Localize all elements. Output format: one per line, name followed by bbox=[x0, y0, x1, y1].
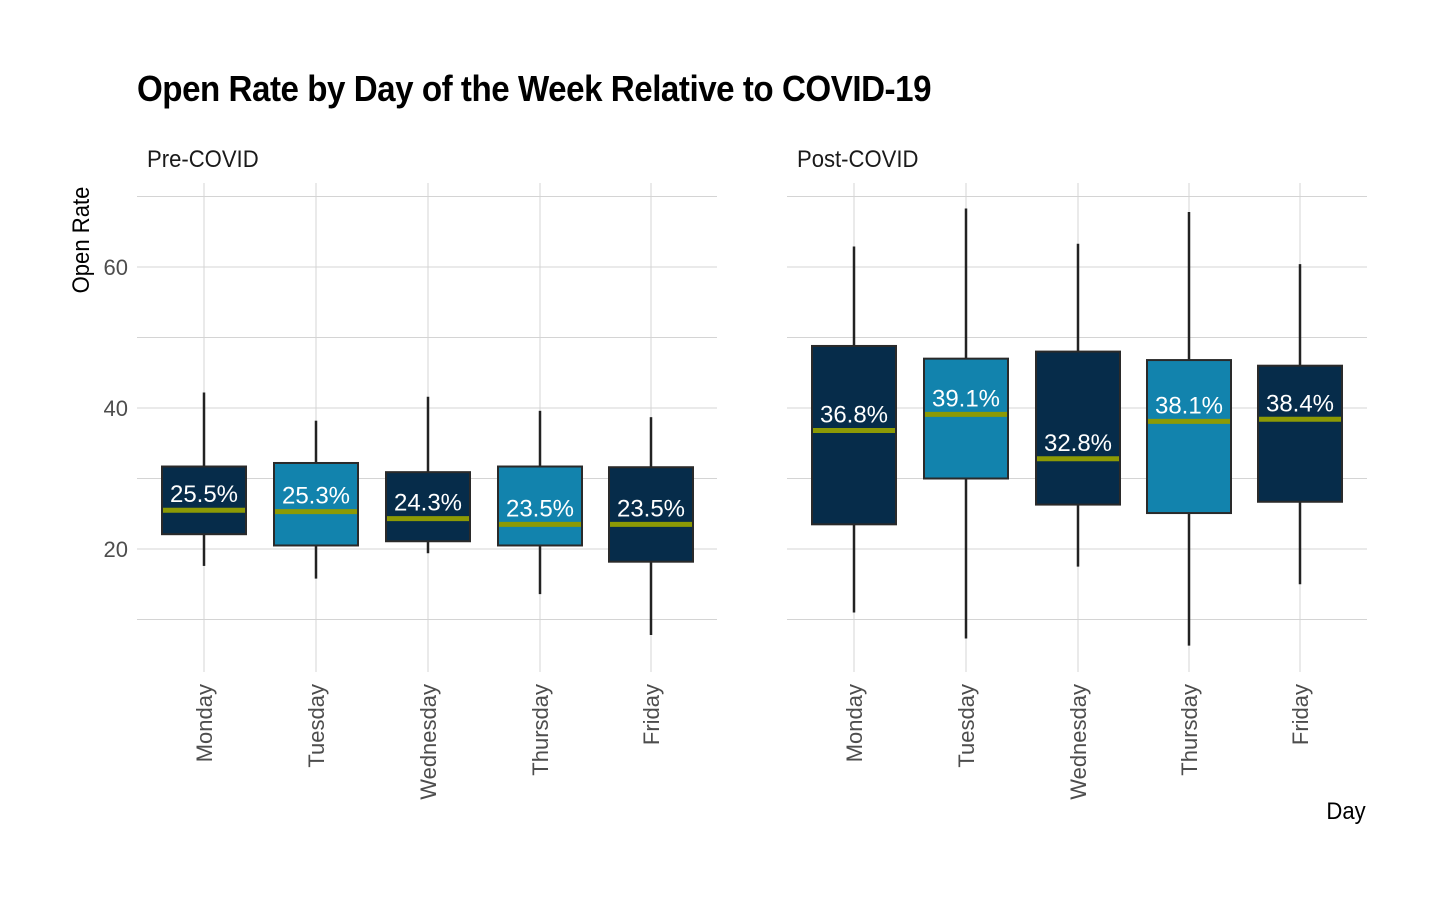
x-tick-label: Tuesday bbox=[954, 684, 979, 768]
x-tick-label: Wednesday bbox=[416, 684, 441, 800]
median-label: 32.8% bbox=[1044, 430, 1112, 457]
box bbox=[497, 465, 583, 547]
median-label: 39.1% bbox=[932, 385, 1000, 412]
x-tick-label: Wednesday bbox=[1066, 684, 1091, 800]
x-tick-label: Thursday bbox=[528, 684, 553, 776]
median-label: 25.5% bbox=[170, 481, 238, 508]
box bbox=[1035, 350, 1121, 506]
box bbox=[161, 465, 247, 536]
facet-label-pre-covid: Pre-COVID bbox=[147, 146, 259, 173]
median-label: 25.3% bbox=[282, 483, 350, 510]
box bbox=[385, 471, 471, 543]
y-tick-label: 40 bbox=[104, 396, 128, 421]
x-tick-label: Thursday bbox=[1177, 684, 1202, 776]
median-label: 23.5% bbox=[506, 495, 574, 522]
x-tick-label: Friday bbox=[1288, 684, 1313, 745]
x-tick-label: Monday bbox=[842, 684, 867, 762]
box bbox=[608, 466, 694, 563]
box bbox=[811, 344, 897, 526]
median-label: 38.1% bbox=[1155, 392, 1223, 419]
box bbox=[923, 357, 1009, 480]
box bbox=[1146, 359, 1232, 515]
x-axis-label: Day bbox=[1326, 798, 1366, 825]
x-tick-label: Tuesday bbox=[304, 684, 329, 768]
median-label: 24.3% bbox=[394, 490, 462, 517]
median-label: 23.5% bbox=[617, 495, 685, 522]
box bbox=[273, 461, 359, 547]
x-tick-label: Friday bbox=[639, 684, 664, 745]
y-tick-label: 20 bbox=[104, 537, 128, 562]
box bbox=[1257, 364, 1343, 503]
median-label: 38.4% bbox=[1266, 390, 1334, 417]
median-label: 36.8% bbox=[820, 402, 888, 429]
x-tick-label: Monday bbox=[192, 684, 217, 762]
chart-title: Open Rate by Day of the Week Relative to… bbox=[137, 68, 932, 109]
facet-label-post-covid: Post-COVID bbox=[797, 146, 919, 173]
y-tick-label: 60 bbox=[104, 255, 128, 280]
